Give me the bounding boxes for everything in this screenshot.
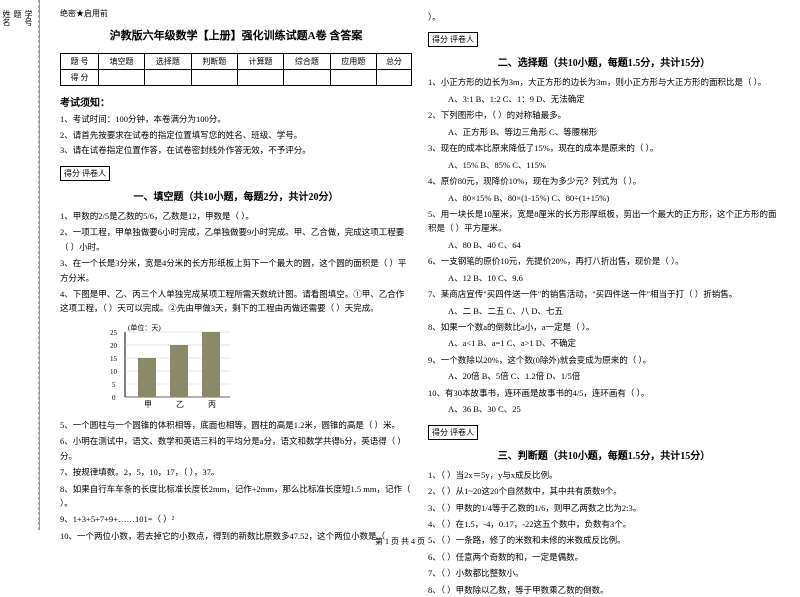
notice-item: 1、考试时间：100分钟，本卷满分为100分。 xyxy=(60,113,412,127)
svg-text:乙: 乙 xyxy=(176,400,184,409)
svg-text:25: 25 xyxy=(110,329,118,337)
q: 10、一个两位小数，若去掉它的小数点，得到的新数比原数多47.52，这个两位小数… xyxy=(60,529,412,543)
svg-text:10: 10 xyxy=(110,368,118,376)
svg-text:20: 20 xyxy=(110,342,118,350)
q: 4、（ ）在1.5，-4，0.17，-22这五个数中，负数有3个。 xyxy=(428,517,780,531)
opts: A、15% B、85% C、115% xyxy=(428,158,780,172)
sidebar-marker: 本 xyxy=(0,10,1,520)
th: 题 号 xyxy=(61,54,99,70)
q: 1、（ ）当2x＝5y，y与x成反比例。 xyxy=(428,468,780,482)
opts: A、正方形 B、等边三角形 C、等腰梯形 xyxy=(428,125,780,139)
continuation: ）。 xyxy=(428,10,780,24)
chart-ylabel: (单位：天) xyxy=(128,323,161,332)
section2-title: 二、选择题（共10小题，每题1.5分，共计15分） xyxy=(428,54,780,69)
q: 1、小正方形的边长为3m，大正方形的边长为3m，则小正方形与大正方形的面积比是（… xyxy=(428,75,780,89)
opts: A、二 B、二五 C、八 D、七五 xyxy=(428,304,780,318)
notice-item: 2、请首先按要求在试卷的指定位置填写您的姓名、班级、学号。 xyxy=(60,129,412,143)
q: 3、（ ）甲数的1/4等于乙数的1/6，则甲乙两数之比为2:3。 xyxy=(428,501,780,515)
q: 5、用一块长是10厘米，宽是8厘米的长方形厚纸板，剪出一个最大的正方形，这个正方… xyxy=(428,207,780,236)
sidebar-label: 学号 xyxy=(23,10,34,520)
td: 得 分 xyxy=(61,70,99,86)
opts: A、80 B、40 C、64 xyxy=(428,238,780,252)
q: 7、某商店宣传"买四件送一件"的销售活动，"买四件送一件"相当于打（ ）折销售。 xyxy=(428,287,780,301)
bar xyxy=(170,345,188,397)
q: 4、原价80元，现降价10%，现在为多少元？列式为（ ）。 xyxy=(428,174,780,188)
q: 10、有30本故事书，连环画是故事书的4/5，连环画有（ ）。 xyxy=(428,386,780,400)
th: 判断题 xyxy=(191,54,237,70)
opts: A、36 B、30 C、25 xyxy=(428,402,780,416)
notice-title: 考试须知： xyxy=(60,94,412,109)
q: 2、下列图形中，（ ）的对称轴最多。 xyxy=(428,108,780,122)
opts: A、80×15% B、80×(1-15%) C、80÷(1+15%) xyxy=(428,191,780,205)
q: 7、（ ）小数都比整数小。 xyxy=(428,566,780,580)
svg-text:15: 15 xyxy=(110,355,118,363)
opts: A、3:1 B、1:2 C、1：9 D、无法确定 xyxy=(428,92,780,106)
q: 7、按规律填数。2，5，10，17，（ ），37。 xyxy=(60,465,412,479)
q: 5、（ ）一条路，修了的米数和未修的米数成反比例。 xyxy=(428,533,780,547)
opts: A、20倍 B、5倍 C、1.2倍 D、1/5倍 xyxy=(428,369,780,383)
score-box: 得分 评卷人 xyxy=(60,166,110,181)
th: 填空题 xyxy=(98,54,144,70)
section2-body: 1、小正方形的边长为3m，大正方形的边长为3m，则小正方形与大正方形的面积比是（… xyxy=(428,75,780,416)
chart-svg: (单位：天) 0 5 10 15 20 25 甲 乙 xyxy=(100,322,240,412)
q: 3、在一个长是3分米，宽是4分米的长方形纸板上剪下一个最大的圆，这个圆的面积是（… xyxy=(60,256,412,285)
bar xyxy=(202,332,220,397)
section3-body: 1、（ ）当2x＝5y，y与x成反比例。 2、（ ）从1~20这20个自然数中，其… xyxy=(428,468,780,597)
q: 9、1+3+5+7+9+……101=（ ）² xyxy=(60,512,412,526)
q: 4、下图是甲、乙、丙三个人单独完成某项工程所需天数统计图。请看图填空。①甲、乙合… xyxy=(60,287,412,316)
th: 计算题 xyxy=(237,54,283,70)
left-column: 绝密★启用前 沪教版六年级数学【上册】强化训练试题A卷 含答案 题 号 填空题 … xyxy=(52,8,420,522)
q: 8、如果一个数a的倒数比a小，a一定是（ ）。 xyxy=(428,320,780,334)
q: 1、甲数的2/5是乙数的5/6，乙数是12，甲数是（ ）。 xyxy=(60,209,412,223)
score-table: 题 号 填空题 选择题 判断题 计算题 综合题 应用题 总分 得 分 xyxy=(60,53,412,86)
sidebar-label: 姓名 xyxy=(1,10,12,520)
th: 总分 xyxy=(376,54,411,70)
score-box: 得分 评卷人 xyxy=(428,425,478,440)
opts: A、12 B、10 C、9.6 xyxy=(428,271,780,285)
section3-title: 三、判断题（共10小题，每题1.5分，共计15分） xyxy=(428,447,780,462)
q: 2、一项工程，甲单独做要6小时完成，乙单独做要9小时完成。甲、乙合做，完成这项工… xyxy=(60,225,412,254)
bar xyxy=(138,358,156,397)
q: 5、一个圆柱与一个圆锥的体积相等，底面也相等，圆柱的高是1.2米，圆锥的高是（ … xyxy=(60,418,412,432)
q: 9、一个数除以20%，这个数(0除外)就会变成为原来的（ ）。 xyxy=(428,353,780,367)
opts: A、a<1 B、a=1 C、a>1 D、不确定 xyxy=(428,336,780,350)
q: 2、（ ）从1~20这20个自然数中，其中共有质数9个。 xyxy=(428,484,780,498)
q: 3、现在的成本比原来降低了15%，现在的成本是原来的（ ）。 xyxy=(428,141,780,155)
score-box: 得分 评卷人 xyxy=(428,32,478,47)
q: 6、小明在测试中，语文、数学和英语三科的平均分是a分，语文和数学共得b分，英语得… xyxy=(60,434,412,463)
svg-text:甲: 甲 xyxy=(144,400,152,409)
th: 应用题 xyxy=(330,54,376,70)
section1-title: 一、填空题（共10小题，每题2分，共计20分） xyxy=(60,188,412,203)
svg-text:0: 0 xyxy=(112,394,116,402)
right-column: ）。 得分 评卷人 二、选择题（共10小题，每题1.5分，共计15分） 1、小正… xyxy=(420,8,788,522)
q: 8、（ ）甲数除以乙数，等于甲数乘乙数的倒数。 xyxy=(428,583,780,597)
sidebar-marker: 题 xyxy=(12,10,23,520)
exam-title: 沪教版六年级数学【上册】强化训练试题A卷 含答案 xyxy=(60,27,412,43)
q: 6、（ ）任意两个奇数的和，一定是偶数。 xyxy=(428,550,780,564)
svg-text:5: 5 xyxy=(112,381,116,389)
binding-sidebar: 学号 题 姓名 本 班级 内 学校 线 乡镇(街道) 封 xyxy=(0,0,40,530)
q: 8、如果自行车车条的长度比标准长度长2mm，记作+2mm，那么比标准长度短1.5… xyxy=(60,482,412,511)
svg-text:丙: 丙 xyxy=(208,400,216,409)
notice-item: 3、请在试卷指定位置作答，在试卷密封线外作答无效，不予评分。 xyxy=(60,144,412,158)
th: 选择题 xyxy=(145,54,191,70)
bar-chart: (单位：天) 0 5 10 15 20 25 甲 乙 xyxy=(100,322,412,412)
confidential-text: 绝密★启用前 xyxy=(60,8,412,19)
dashed-line xyxy=(38,0,39,530)
q: 6、一支钢笔的原价10元，先提价20%，再打八折出售，现价是（ ）。 xyxy=(428,254,780,268)
th: 综合题 xyxy=(284,54,330,70)
